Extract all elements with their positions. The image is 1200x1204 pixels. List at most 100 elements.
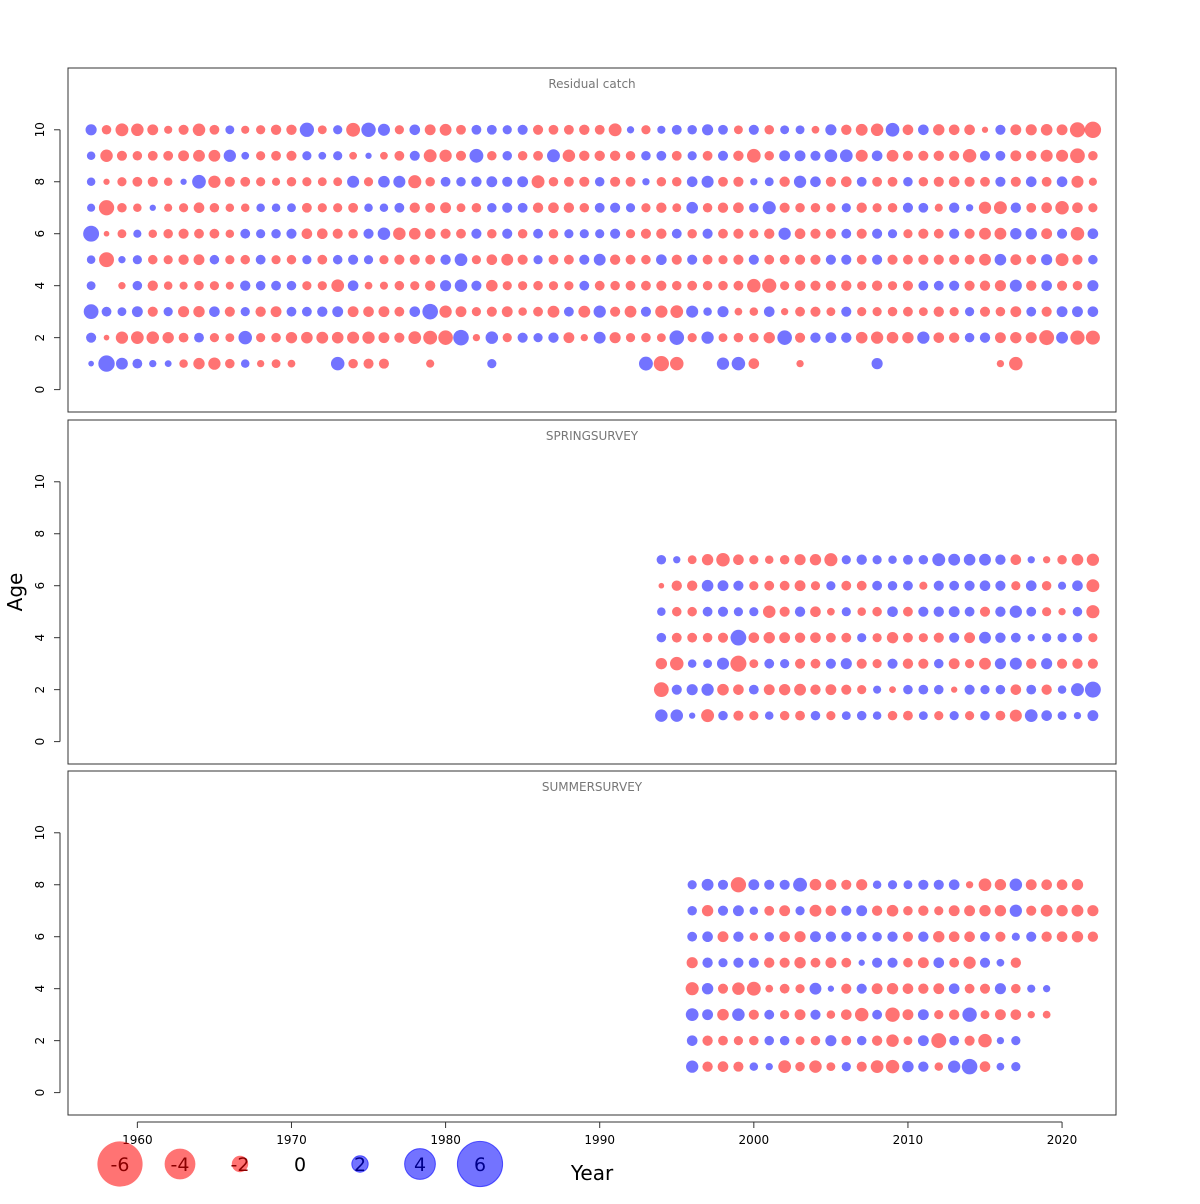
bubble-point	[103, 334, 110, 341]
bubble-point	[409, 202, 420, 213]
bubble-point	[225, 203, 235, 212]
bubble-point	[687, 606, 697, 617]
bubble-point	[933, 176, 944, 187]
bubble-point	[762, 201, 776, 215]
bubble-point	[931, 1033, 947, 1049]
bubble-point	[731, 356, 746, 371]
bubble-point	[1010, 202, 1022, 213]
bubble-point	[209, 228, 220, 239]
bubble-point	[718, 228, 728, 239]
panel-frame-3	[67, 770, 1117, 1116]
bubble-point	[733, 1036, 744, 1046]
y-tick-label: 6	[33, 933, 47, 941]
bubble-point	[517, 176, 529, 188]
bubble-point	[717, 580, 729, 592]
bubble-point	[749, 1062, 759, 1071]
bubble-point	[192, 123, 206, 137]
bubble-point	[394, 280, 405, 291]
bubble-point	[1026, 931, 1037, 942]
bubble-point	[918, 254, 929, 265]
bubble-point	[1040, 149, 1053, 162]
x-tick-label: 2020	[1047, 1133, 1078, 1147]
bubble-point	[825, 658, 836, 669]
bubble-point	[517, 151, 528, 161]
bubble-point	[918, 905, 929, 916]
bubble-point	[163, 150, 174, 161]
bubble-point	[579, 229, 589, 239]
bubble-point	[949, 711, 959, 721]
bubble-point	[1056, 149, 1069, 162]
bubble-point	[811, 125, 820, 134]
bubble-point	[871, 150, 883, 162]
bubble-point	[1084, 681, 1101, 698]
bubble-point	[532, 202, 544, 213]
bubble-point	[856, 580, 867, 591]
bubble-point	[887, 710, 898, 721]
y-tick-label: 6	[33, 582, 47, 590]
y-axes: 0 2 4 6 8 10 0 2 4 6 8 10 0 2 4 6 8 10	[33, 122, 61, 1096]
bubble-point	[595, 229, 605, 239]
bubble-point	[794, 683, 806, 696]
bubble-point	[887, 202, 898, 213]
bubble-point	[1010, 150, 1022, 162]
bubble-point	[918, 176, 929, 187]
bubble-point	[625, 203, 636, 213]
bubble-point	[147, 280, 158, 291]
bubble-point	[826, 581, 836, 591]
bubble-point	[733, 202, 744, 214]
bubble-point	[671, 254, 682, 265]
bubble-point	[346, 122, 361, 137]
bubble-point	[302, 177, 312, 187]
bubble-point	[716, 657, 730, 670]
bubble-point	[502, 228, 513, 239]
bubble-point	[949, 150, 960, 161]
bubble-point	[594, 176, 605, 187]
bubble-point	[255, 254, 266, 265]
bubble-point	[964, 307, 975, 317]
bubble-point	[533, 228, 543, 239]
bubble-point	[795, 658, 806, 669]
bubble-point	[656, 254, 667, 266]
bubble-point	[456, 124, 466, 135]
bubble-point	[86, 151, 96, 161]
bubble-point	[702, 202, 713, 213]
bubble-point	[1056, 331, 1068, 344]
bubble-point	[132, 280, 143, 291]
bubble-point	[979, 306, 991, 317]
bubble-point	[717, 1061, 729, 1072]
bubble-point	[533, 306, 543, 317]
bubble-point	[642, 178, 650, 186]
bubble-point	[424, 124, 436, 136]
bubble-point	[1011, 932, 1020, 941]
bubble-point	[979, 280, 991, 291]
bubble-point	[578, 305, 591, 318]
bubble-point	[779, 254, 790, 265]
bubble-point	[147, 150, 158, 161]
bubble-point	[101, 306, 112, 317]
bubble-point	[1087, 931, 1099, 942]
bubble-point	[148, 254, 158, 265]
bubble-point	[1041, 710, 1052, 721]
bubble-point	[934, 711, 944, 721]
bubble-point	[810, 684, 821, 695]
bubble-point	[193, 202, 205, 214]
panel-title-2: SPRINGSURVEY	[546, 429, 639, 443]
bubble-point	[886, 982, 899, 995]
bubble-point	[734, 307, 743, 316]
bubble-point	[886, 904, 899, 917]
bubble-point	[178, 254, 189, 265]
bubble-point	[840, 176, 852, 188]
bubble-point	[872, 633, 882, 643]
bubble-point	[763, 631, 775, 644]
bubble-point	[501, 306, 513, 318]
bubble-point	[163, 177, 173, 187]
bubble-point	[164, 360, 172, 368]
bubble-point	[934, 203, 943, 212]
bubble-point	[485, 331, 499, 344]
bubble-point	[502, 125, 512, 135]
bubble-point	[795, 984, 805, 994]
bubble-point	[132, 358, 143, 369]
bubble-point	[949, 228, 960, 239]
bubble-point	[1056, 905, 1068, 917]
bubble-point	[163, 281, 173, 290]
